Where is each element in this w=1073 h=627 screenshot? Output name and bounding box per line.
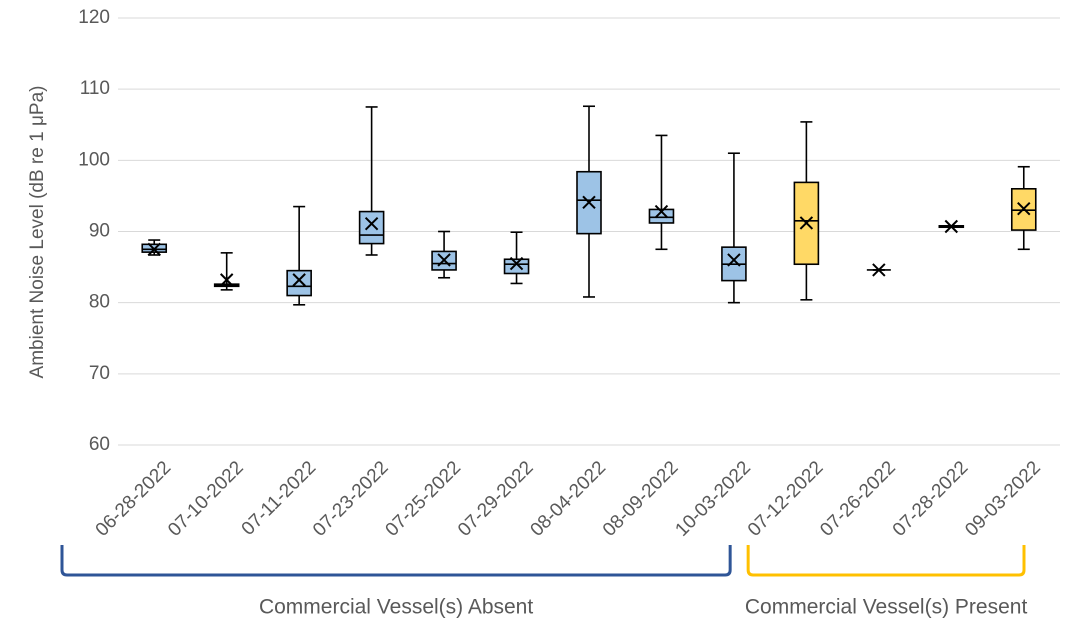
x-tick-label: 10-03-2022	[671, 457, 755, 541]
x-tick-label: 07-10-2022	[164, 457, 248, 541]
group-bracket	[746, 545, 1026, 577]
mean-marker	[1017, 202, 1031, 216]
mean-marker	[799, 216, 814, 230]
mean-marker	[872, 263, 886, 277]
x-tick-label: 07-23-2022	[309, 457, 393, 541]
x-tick-label: 07-11-2022	[238, 457, 321, 540]
y-axis-label: Ambient Noise Level (dB re 1 μPa)	[27, 86, 48, 379]
mean-marker	[509, 256, 524, 271]
y-tick-label: 80	[89, 292, 110, 313]
x-tick-label: 07-26-2022	[816, 457, 900, 541]
mean-marker	[364, 216, 379, 231]
group-label: Commercial Vessel(s) Present	[745, 596, 1028, 619]
x-tick-label: 07-28-2022	[889, 457, 973, 541]
box	[286, 269, 312, 297]
mean-marker	[292, 273, 306, 287]
y-tick-label: 90	[89, 221, 110, 242]
mean-marker	[219, 273, 234, 287]
box	[358, 210, 385, 245]
box	[503, 258, 530, 275]
mean-marker	[147, 242, 161, 256]
x-tick-label: 09-03-2022	[961, 457, 1045, 541]
y-tick-label: 110	[80, 78, 110, 99]
x-tick-label: 07-29-2022	[454, 457, 538, 541]
x-tick-label: 08-09-2022	[599, 457, 683, 541]
group-label: Commercial Vessel(s) Absent	[259, 596, 533, 619]
mean-marker	[944, 219, 959, 234]
y-tick-label: 100	[78, 149, 110, 170]
mean-marker	[582, 195, 596, 210]
y-tick-label: 120	[78, 7, 110, 28]
y-tick-label: 60	[89, 434, 110, 455]
x-tick-label: 07-12-2022	[744, 457, 828, 541]
mean-marker	[727, 253, 741, 267]
box	[648, 208, 675, 224]
x-tick-label: 06-28-2022	[92, 457, 176, 541]
mean-marker	[654, 204, 669, 219]
group-bracket	[60, 545, 732, 577]
x-tick-label: 08-04-2022	[526, 457, 610, 541]
y-tick-label: 70	[89, 363, 110, 384]
mean-marker	[437, 253, 451, 267]
x-tick-label: 07-25-2022	[382, 457, 466, 541]
